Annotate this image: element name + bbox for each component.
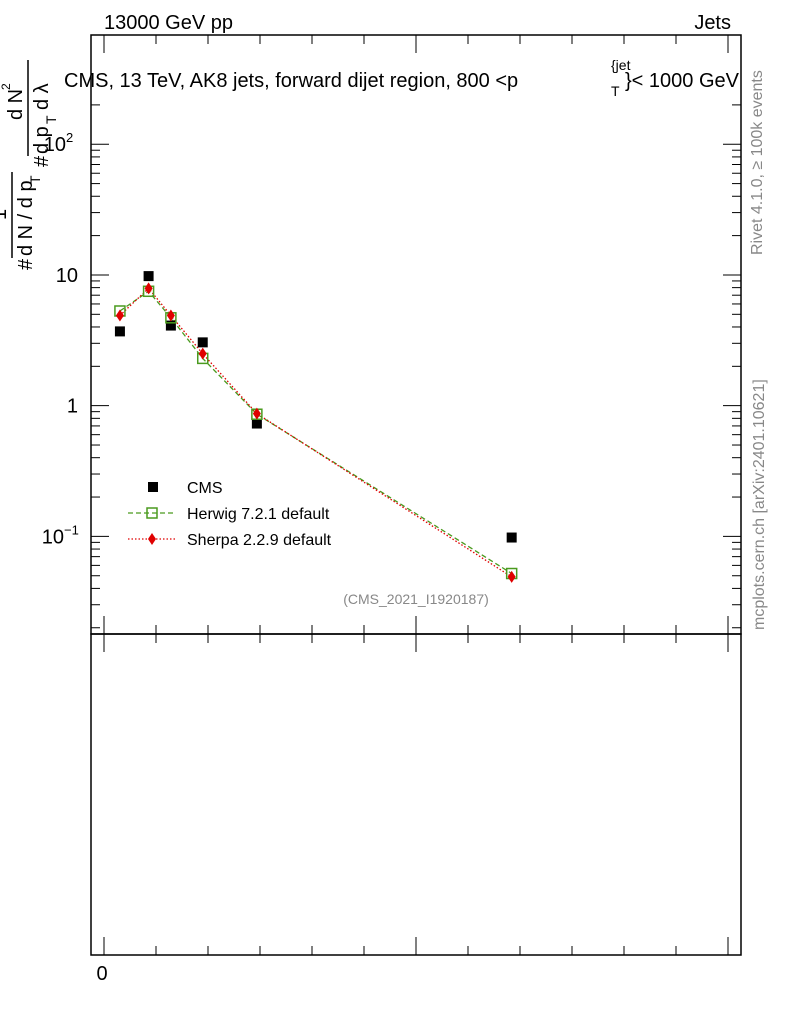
rivet-label: Rivet 4.1.0, ≥ 100k events [749,70,766,255]
y-tick-label: 10 2 [44,130,73,156]
y-tick-label-exp: 2 [66,130,73,145]
y-tick-label-base: 10 [56,265,78,287]
data-point-sherpa [166,309,175,322]
y-tick-label-base: 10 [42,526,64,548]
legend-item-cms: CMS [148,480,223,497]
x-tick-label: 0 [96,963,107,985]
header-right: Jets [694,12,731,34]
chart-title-sup: {jet [611,57,631,73]
ratio-panel-frame [90,633,742,956]
header-left: 13000 GeV pp [104,12,233,34]
chart-title-end: }< 1000 GeV [625,70,740,92]
legend-label-herwig: Herwig 7.2.1 default [187,506,330,523]
data-point-cms [143,271,154,282]
legend-marker-sherpa [148,533,156,545]
legend-item-herwig: Herwig 7.2.1 default [128,506,330,523]
y-axis-label: # d N / d p T 1 # d p T d λ d N 2 [0,60,59,270]
data-point-sherpa [252,407,261,420]
x-axis-ticks: 0 [96,35,729,985]
legend-marker-cms [148,482,158,492]
legend-label-sherpa: Sherpa 2.2.9 default [187,532,332,549]
data-point-cms [165,320,176,331]
legend-item-sherpa: Sherpa 2.2.9 default [128,532,332,549]
y-tick-label: 1 [67,396,78,418]
data-point-sherpa [115,309,124,322]
y-tick-label-base: 10 [44,134,66,156]
chart-title-sub: T [611,83,620,99]
y-tick-label: 10 [56,265,78,287]
legend-marker-herwig [146,507,158,519]
y-tick-label: 10 −1 [42,522,79,548]
y-label-dn: d N [5,89,27,120]
y-label-hash2: # [31,155,53,167]
data-point-sherpa [507,570,516,583]
y-label-den: d N / d p [15,180,37,256]
y-label-dpt: d p [31,126,53,154]
data-point-cms [114,326,125,337]
mcplots-label: mcplots.cern.ch [arXiv:2401.10621] [751,379,768,630]
data-point-sherpa [144,282,153,295]
y-tick-label-exp: −1 [64,522,79,537]
data-point-cms [251,418,262,429]
data-point-cms [197,337,208,348]
y-label-dpt-sub: T [43,115,59,124]
data-point-cms [506,532,517,543]
y-label-dlambda: d λ [31,83,53,110]
y-label-den-sub: T [27,175,43,184]
data-point-sherpa [198,347,207,360]
y-tick-label-base: 1 [67,396,78,418]
series-markers [114,271,518,583]
legend: CMS Herwig 7.2.1 default Sherpa 2.2.9 de… [128,480,332,549]
chart-title: CMS, 13 TeV, AK8 jets, forward dijet reg… [64,57,740,99]
legend-label-cms: CMS [187,480,223,497]
y-label-dn-sup: 2 [0,83,13,90]
chart-title-main: CMS, 13 TeV, AK8 jets, forward dijet reg… [64,70,518,92]
y-label-num: 1 [0,209,11,220]
y-label-hash1: # [15,258,37,270]
analysis-annotation: (CMS_2021_I1920187) [343,591,489,607]
